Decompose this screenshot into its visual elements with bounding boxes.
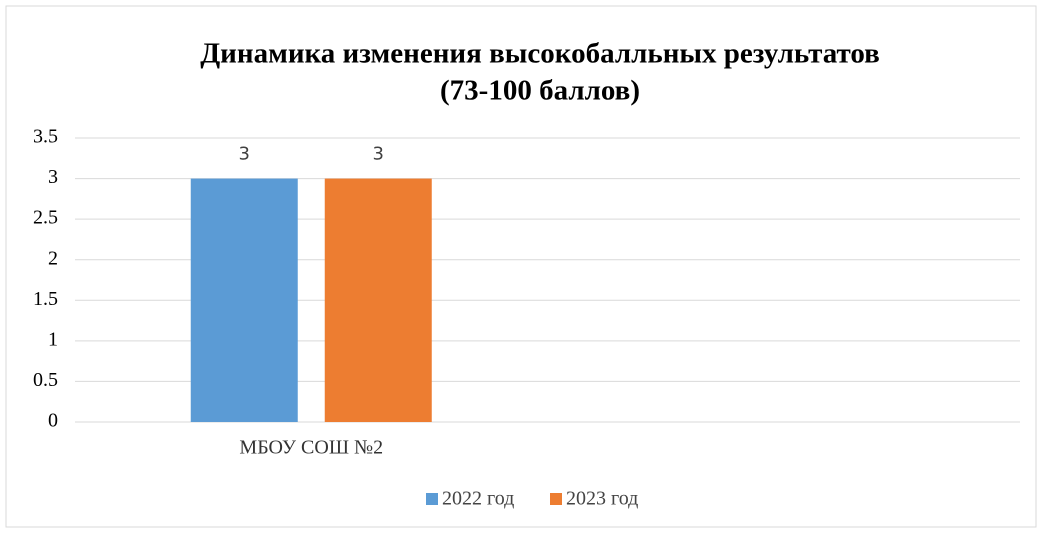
y-tick-label: 0.5 [33,369,58,391]
chart-border [5,5,1037,528]
chart-title: (73-100 баллов) [440,75,640,107]
legend-swatch [426,493,438,505]
y-tick-label: 3.5 [33,126,58,148]
bar [324,178,432,422]
y-tick-label: 1 [48,328,58,350]
chart-title: Динамика изменения высокобалльных резуль… [200,38,880,70]
y-tick-label: 1.5 [33,288,58,310]
data-label: 3 [373,144,384,165]
y-tick-label: 3 [48,166,58,188]
legend-label: 2022 год [442,488,514,510]
legend-swatch [550,493,562,505]
x-tick-label: МБОУ СОШ №2 [239,437,383,459]
data-label: 3 [239,144,250,165]
y-tick-label: 2 [48,247,58,269]
y-tick-label: 2.5 [33,207,58,229]
bar [190,178,298,422]
legend-label: 2023 год [566,488,638,510]
y-tick-label: 0 [48,410,58,432]
